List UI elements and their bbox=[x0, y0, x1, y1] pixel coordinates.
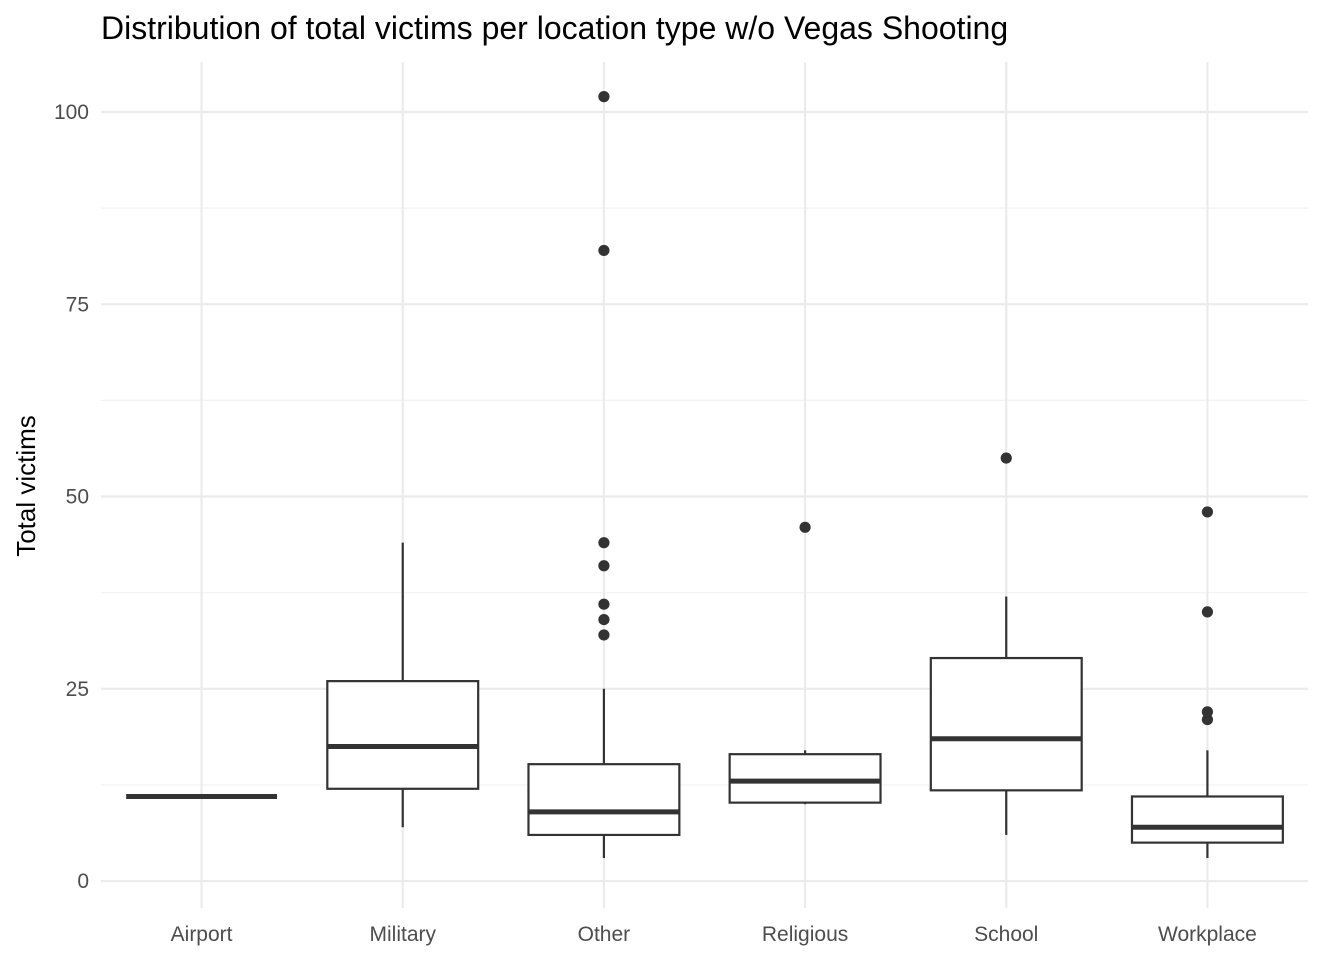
box-iqr bbox=[1130, 795, 1284, 844]
outlier-point bbox=[799, 521, 811, 533]
box-iqr bbox=[326, 680, 480, 790]
y-tick-label: 100 bbox=[54, 101, 89, 124]
outlier-point bbox=[1201, 606, 1214, 618]
y-tick-label: 0 bbox=[77, 870, 89, 893]
box-iqr bbox=[728, 753, 882, 804]
box-religious bbox=[728, 521, 882, 805]
outlier-point bbox=[598, 244, 610, 257]
x-tick-label-religious: Religious bbox=[762, 923, 848, 946]
box-iqr bbox=[929, 656, 1083, 792]
grid-layer bbox=[101, 62, 1308, 908]
outlier-point bbox=[1201, 706, 1214, 718]
outlier-point bbox=[598, 91, 610, 103]
outlier-point bbox=[598, 629, 610, 641]
x-tick-label-other: Other bbox=[578, 923, 631, 946]
chart-title: Distribution of total victims per locati… bbox=[101, 10, 1008, 46]
y-axis-title: Total victims bbox=[11, 415, 41, 557]
outlier-point bbox=[598, 598, 610, 610]
x-tick-label-workplace: Workplace bbox=[1158, 923, 1257, 946]
x-tick-label-airport: Airport bbox=[171, 923, 233, 946]
outlier-point bbox=[1201, 506, 1214, 518]
y-tick-label: 75 bbox=[66, 293, 89, 316]
x-tick-label-military: Military bbox=[370, 923, 437, 946]
outlier-point bbox=[598, 560, 610, 572]
outlier-point bbox=[1000, 452, 1012, 464]
box-school bbox=[929, 452, 1083, 835]
outlier-point bbox=[1201, 713, 1214, 726]
x-tick-label-school: School bbox=[974, 923, 1038, 946]
box-military bbox=[326, 542, 480, 828]
box-iqr bbox=[527, 763, 681, 837]
outlier-point bbox=[598, 613, 610, 626]
box-workplace bbox=[1130, 506, 1284, 859]
box-layer bbox=[126, 91, 1284, 859]
outlier-point bbox=[598, 537, 610, 549]
box-other bbox=[527, 91, 681, 859]
y-tick-label: 25 bbox=[66, 678, 89, 701]
y-tick-label: 50 bbox=[66, 486, 89, 509]
tick-layer: 0 25 50 75 100 Airport Military Other Religious S… bbox=[54, 101, 1257, 946]
